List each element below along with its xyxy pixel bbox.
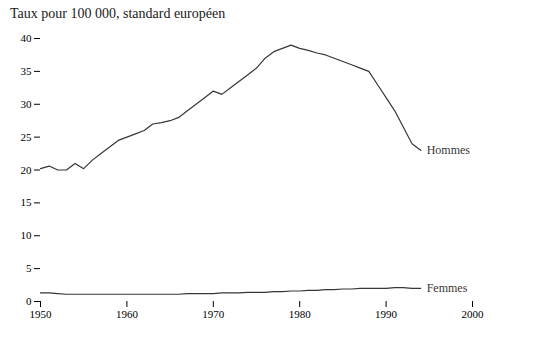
svg-text:2000: 2000 (462, 308, 485, 320)
svg-text:30: 30 (21, 98, 33, 110)
svg-text:1960: 1960 (116, 308, 138, 320)
svg-text:5: 5 (26, 262, 32, 274)
svg-text:1970: 1970 (202, 308, 225, 320)
svg-text:35: 35 (21, 65, 33, 77)
svg-text:20: 20 (21, 164, 33, 176)
svg-text:Femmes: Femmes (427, 281, 468, 295)
svg-text:40: 40 (21, 32, 33, 44)
svg-text:10: 10 (21, 229, 33, 241)
html-text:Taux pour 100 000, standard eu: Taux pour 100 000, standard européen (10, 6, 226, 21)
svg-text:1950: 1950 (30, 308, 53, 320)
svg-text:1990: 1990 (375, 308, 398, 320)
svg-text:0: 0 (26, 295, 32, 307)
svg-text:25: 25 (21, 131, 33, 143)
svg-text:1980: 1980 (289, 308, 312, 320)
svg-text:Hommes: Hommes (427, 143, 471, 157)
svg-text:15: 15 (21, 196, 33, 208)
